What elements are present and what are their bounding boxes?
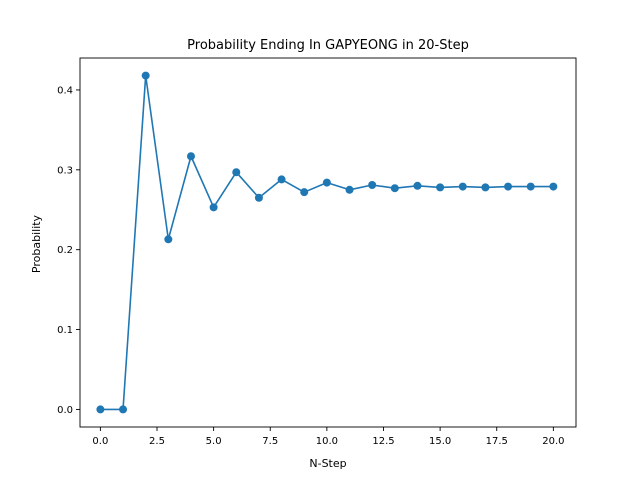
data-point (322, 178, 331, 187)
data-point (481, 183, 490, 192)
data-point (119, 405, 128, 414)
y-tick-label: 0.4 (57, 85, 73, 96)
x-tick-label: 10.0 (316, 436, 338, 447)
data-point (390, 184, 399, 193)
y-tick-label: 0.1 (57, 325, 73, 336)
x-tick-label: 15.0 (429, 436, 451, 447)
data-point (549, 182, 558, 191)
x-tick-label: 5.0 (206, 436, 222, 447)
data-point (277, 175, 286, 184)
data-point (254, 193, 263, 202)
y-tick-label: 0.0 (57, 405, 73, 416)
x-tick-label: 7.5 (262, 436, 278, 447)
data-point (232, 168, 241, 177)
y-tick-label: 0.2 (57, 245, 73, 256)
data-point (436, 183, 445, 192)
x-tick-label: 12.5 (372, 436, 394, 447)
x-tick-label: 0.0 (92, 436, 108, 447)
data-point (96, 405, 105, 414)
chart-title: Probability Ending In GAPYEONG in 20-Ste… (187, 38, 469, 53)
plot-area: 0.0 2.5 5.0 7.5 10.0 12.5 15.0 17.5 20.0 0.0 0.1 0.… (57, 57, 577, 447)
data-point (504, 182, 513, 191)
x-tick-label: 17.5 (486, 436, 508, 447)
x-tick-label: 20.0 (542, 436, 564, 447)
data-point (345, 185, 354, 194)
data-point (141, 71, 150, 80)
data-point (458, 182, 467, 191)
data-point (300, 188, 309, 197)
y-tick-label: 0.3 (57, 165, 73, 176)
data-point (413, 181, 422, 190)
y-axis-label: Probability (30, 214, 43, 273)
data-point (209, 203, 218, 212)
data-point (526, 182, 535, 191)
x-axis-label: N-Step (309, 457, 346, 470)
plot-frame (79, 57, 577, 428)
x-tick-label: 2.5 (149, 436, 165, 447)
data-point (368, 180, 377, 189)
data-point (164, 235, 173, 244)
data-point (186, 152, 195, 161)
